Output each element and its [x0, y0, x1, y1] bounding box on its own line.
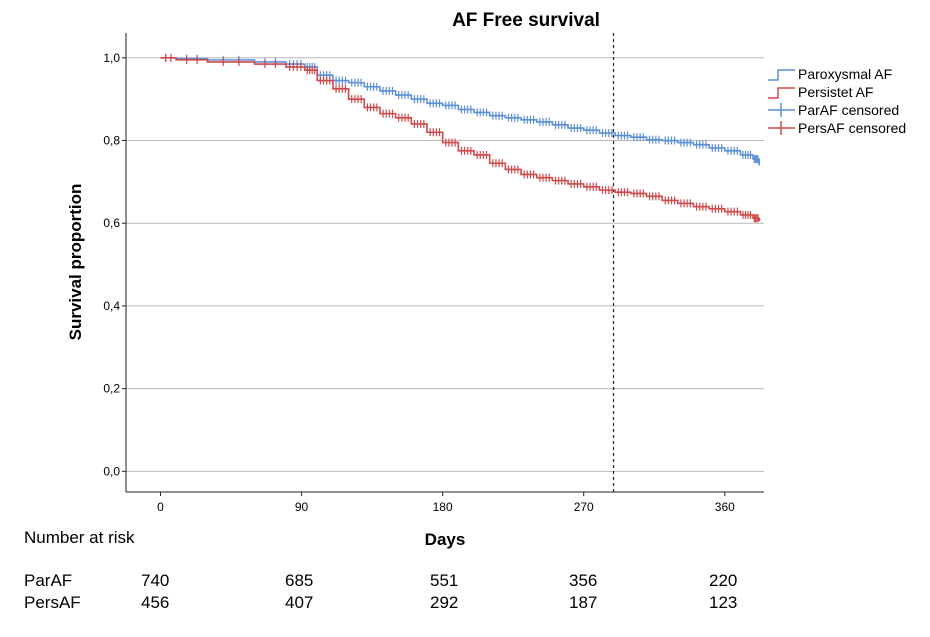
- legend-persaf-censored-icon: [768, 121, 795, 135]
- x-tick-label: 270: [574, 500, 594, 514]
- y-tick-label: 0,2: [103, 382, 120, 396]
- legend-paraf-censored-label: ParAF censored: [798, 102, 899, 118]
- series-line-persistent: [160, 57, 761, 222]
- y-axis-label: Survival proportion: [66, 184, 85, 341]
- legend: Paroxysmal AF Persistet AF ParAF censore…: [768, 66, 906, 136]
- legend-paroxysmal-step-icon: [768, 69, 795, 81]
- y-tick-label: 1,0: [103, 51, 120, 65]
- x-tick-label: 90: [295, 500, 309, 514]
- x-tick-labels: 0 90 180 270 360: [157, 492, 735, 514]
- legend-persistent-label: Persistet AF: [798, 84, 873, 100]
- y-tick-label: 0,4: [103, 299, 120, 313]
- series-layer: [160, 53, 761, 223]
- censor-marks-paraf: [165, 53, 759, 164]
- y-tick-label: 0,0: [103, 464, 120, 478]
- y-tick-labels: 0,0 0,2 0,4 0,6 0,8 1,0: [103, 51, 120, 479]
- legend-persistent-step-icon: [768, 87, 795, 99]
- y-gridlines: [122, 57, 764, 472]
- x-tick-label: 0: [157, 500, 164, 514]
- legend-paraf-censored-icon: [768, 103, 795, 117]
- y-tick-label: 0,8: [103, 134, 120, 148]
- x-axis-label: Days: [425, 530, 466, 549]
- x-tick-label: 180: [433, 500, 453, 514]
- legend-paroxysmal-label: Paroxysmal AF: [798, 66, 892, 82]
- legend-persaf-censored-label: PersAF censored: [798, 120, 906, 136]
- chart-title: AF Free survival: [452, 10, 600, 31]
- y-tick-label: 0,6: [103, 216, 120, 230]
- x-tick-label: 360: [715, 500, 735, 514]
- censor-marks-persaf: [165, 53, 759, 223]
